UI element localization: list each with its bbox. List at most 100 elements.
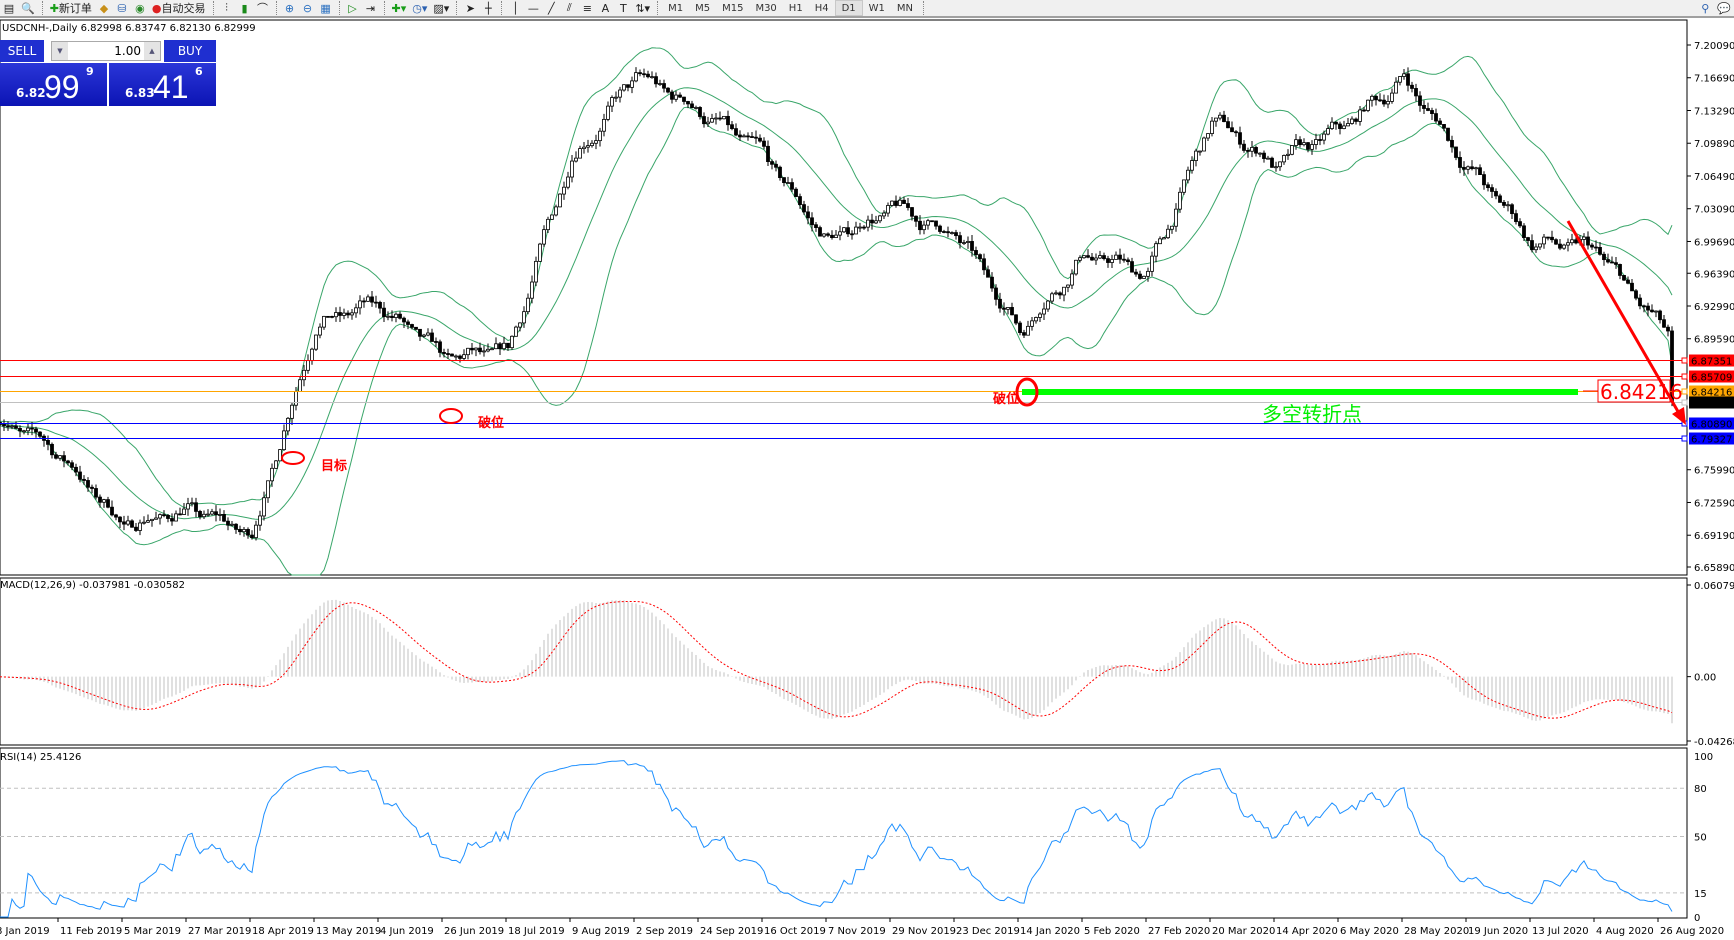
- bullish-candle: [142, 521, 146, 524]
- bearish-candle: [738, 134, 742, 138]
- bullish-candle: [1038, 313, 1042, 318]
- new-order-button[interactable]: ✚ 新订单: [47, 0, 95, 16]
- bearish-candle: [1594, 246, 1598, 249]
- bearish-candle: [754, 136, 758, 139]
- bullish-candle: [742, 135, 746, 138]
- bearish-candle: [1522, 225, 1526, 238]
- timeframe-h4[interactable]: H4: [814, 2, 829, 14]
- bullish-candle: [1466, 166, 1470, 170]
- bearish-candle: [114, 514, 118, 518]
- bullish-candle: [878, 215, 882, 222]
- zoom-in-icon[interactable]: ⊕: [284, 1, 295, 15]
- text-tool-icon[interactable]: A: [601, 1, 610, 15]
- bullish-candle: [22, 430, 26, 433]
- community-icon[interactable]: ⛁: [117, 1, 127, 15]
- buy-button[interactable]: BUY: [164, 40, 216, 62]
- bullish-candle: [1218, 114, 1222, 119]
- bullish-candle: [706, 121, 710, 125]
- bullish-candle: [1050, 293, 1054, 302]
- bullish-candle: [714, 117, 718, 120]
- sell-button[interactable]: SELL: [0, 40, 44, 62]
- candlestick-icon[interactable]: ▮: [241, 1, 248, 15]
- search-icon[interactable]: ⚲: [1701, 1, 1710, 15]
- bearish-candle: [166, 515, 170, 519]
- buy-price[interactable]: 6.83 41 6: [109, 63, 216, 106]
- bullish-candle: [694, 107, 698, 109]
- chat-icon[interactable]: 💬: [1717, 1, 1731, 15]
- bearish-candle: [670, 91, 674, 100]
- increase-lot-icon[interactable]: ▲: [144, 42, 160, 60]
- date-tick-label: 4 Jun 2019: [380, 926, 434, 937]
- bearish-candle: [1270, 157, 1274, 168]
- bullish-candle: [554, 206, 558, 216]
- divider: [383, 1, 385, 15]
- periods-icon[interactable]: ◷▾: [412, 1, 428, 15]
- bar-chart-icon[interactable]: ⫶: [225, 1, 228, 14]
- bearish-candle: [910, 207, 914, 217]
- break-annotation: 破位: [993, 391, 1019, 407]
- timeframe-mn[interactable]: MN: [896, 2, 913, 14]
- bearish-candle: [450, 353, 454, 357]
- bullish-candle: [254, 524, 258, 539]
- bearish-candle: [990, 276, 994, 289]
- timeframe-h1[interactable]: H1: [788, 2, 803, 14]
- bullish-candle: [542, 229, 546, 245]
- bearish-candle: [946, 231, 950, 234]
- templates-icon[interactable]: ▨▾: [433, 1, 450, 15]
- trendline-icon[interactable]: ╱: [548, 1, 555, 15]
- timeframe-d1[interactable]: D1: [834, 0, 863, 16]
- horizontal-line-icon[interactable]: —: [527, 1, 539, 15]
- bearish-candle: [38, 431, 42, 437]
- crosshair-icon[interactable]: ┼: [485, 1, 492, 15]
- line-chart-icon[interactable]: ⌒: [257, 2, 269, 15]
- channel-icon[interactable]: ⫽: [566, 1, 572, 14]
- bearish-candle: [110, 506, 114, 516]
- timeframe-w1[interactable]: W1: [868, 2, 885, 14]
- bearish-candle: [986, 269, 990, 278]
- bearish-candle: [1510, 204, 1514, 215]
- text-label-icon[interactable]: T: [619, 1, 627, 15]
- cursor-icon[interactable]: ➤: [465, 1, 475, 15]
- timeframe-m15[interactable]: M15: [722, 2, 744, 14]
- bullish-candle: [1566, 242, 1570, 246]
- vertical-line-icon[interactable]: │: [512, 1, 519, 15]
- bullish-candle: [614, 96, 618, 99]
- timeframe-m5[interactable]: M5: [695, 2, 711, 14]
- rsi-tick-label: 50: [1694, 833, 1707, 844]
- lot-size-stepper[interactable]: ▼ 1.00 ▲: [51, 41, 161, 61]
- bearish-candle: [1478, 167, 1482, 176]
- bearish-candle: [902, 199, 906, 204]
- bearish-candle: [1378, 99, 1382, 102]
- decrease-lot-icon[interactable]: ▼: [52, 42, 68, 60]
- date-tick-label: 13 May 2019: [316, 926, 381, 937]
- new-chart-icon[interactable]: ▤: [3, 1, 15, 15]
- sell-price[interactable]: 6.82 99 9: [0, 63, 107, 106]
- timeframe-m1[interactable]: M1: [668, 2, 684, 14]
- bullish-candle: [1142, 275, 1146, 279]
- fibonacci-icon[interactable]: ≡: [582, 1, 592, 15]
- tile-windows-icon[interactable]: ▦: [320, 1, 331, 15]
- trend-arrow-line: [1566, 220, 1682, 416]
- zoom-window-icon[interactable]: 🔍: [21, 1, 35, 15]
- divider: [657, 1, 659, 15]
- one-click-trading-panel: SELL ▼ 1.00 ▲ BUY 6.82 99 9 6.83 41 6: [0, 40, 216, 106]
- bullish-candle: [1542, 236, 1546, 245]
- timeframe-m30[interactable]: M30: [755, 2, 777, 14]
- lot-size-input[interactable]: 1.00: [114, 44, 141, 58]
- chart-shift-icon[interactable]: ⇥: [365, 1, 376, 15]
- bullish-candle: [298, 379, 302, 392]
- indicators-icon[interactable]: ✚▾: [391, 1, 407, 15]
- arrows-icon[interactable]: ⇅▾: [635, 1, 651, 15]
- bearish-candle: [30, 427, 34, 430]
- bullish-candle: [1186, 169, 1190, 181]
- bullish-candle: [518, 322, 522, 328]
- bollinger-upper-band: [0, 47, 1673, 509]
- auto-scroll-icon[interactable]: ▷: [348, 1, 357, 15]
- signals-icon[interactable]: ◉: [135, 1, 145, 15]
- zoom-out-icon[interactable]: ⊖: [302, 1, 313, 15]
- auto-trading-button[interactable]: ● 自动交易: [149, 0, 209, 16]
- bearish-candle: [1354, 118, 1358, 122]
- bullish-candle: [242, 529, 246, 533]
- metaeditor-icon[interactable]: ◆: [99, 1, 109, 15]
